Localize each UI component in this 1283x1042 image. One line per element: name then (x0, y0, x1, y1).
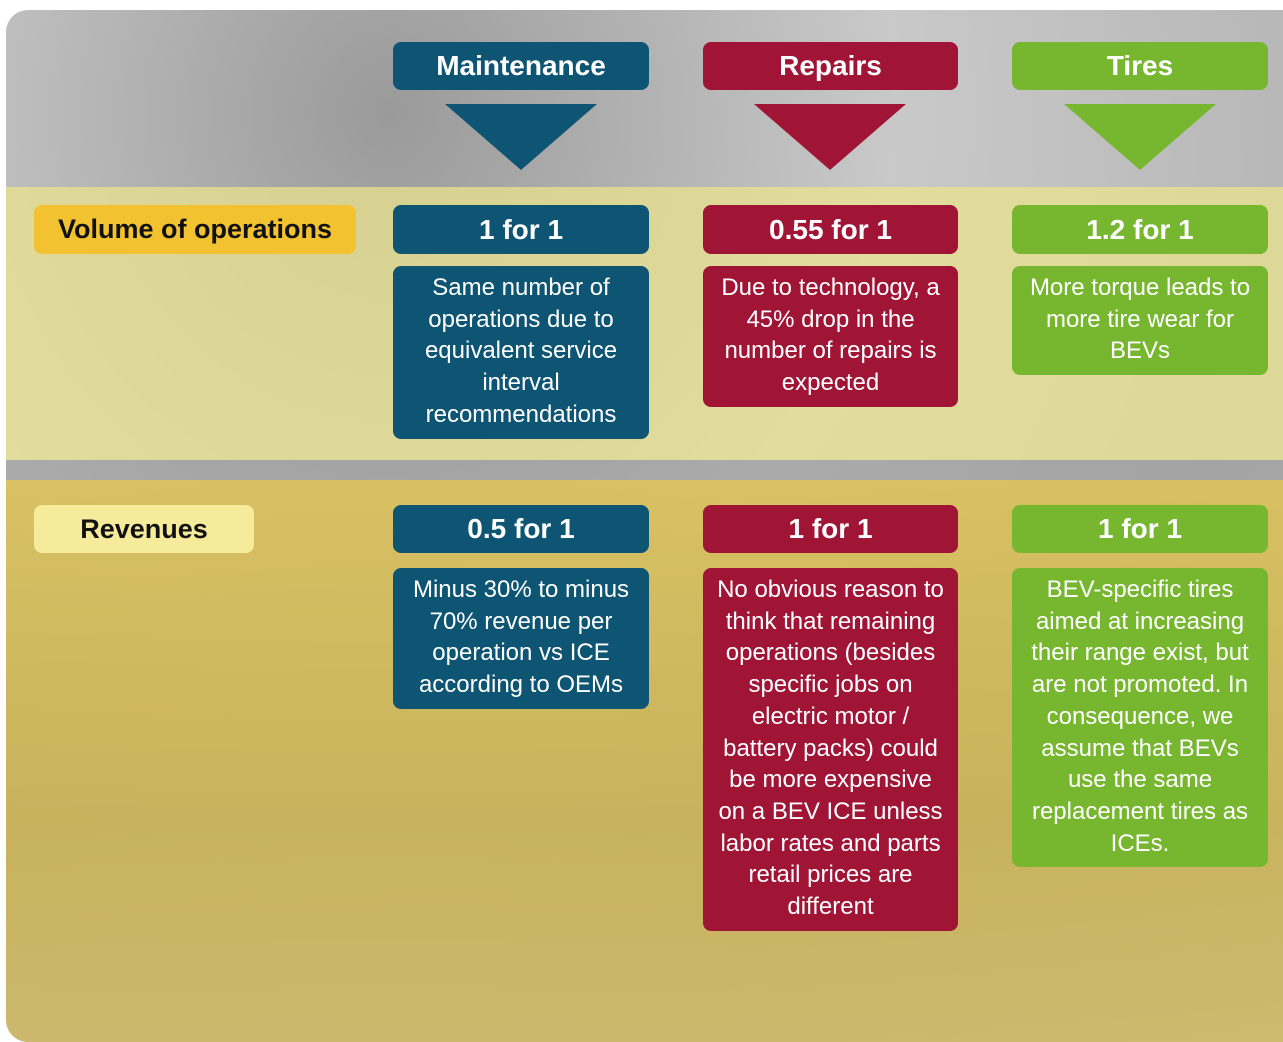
cell-text: Due to technology, a 45% drop in the num… (703, 266, 958, 407)
cell-headline: 0.5 for 1 (393, 505, 649, 553)
row-label: Volume of operations (34, 205, 356, 254)
cell-text: Minus 30% to minus 70% revenue per opera… (393, 568, 649, 709)
cell-text: BEV-specific tires aimed at increasing t… (1012, 568, 1268, 868)
row-label: Revenues (34, 505, 254, 553)
cell-headline: 1 for 1 (703, 505, 958, 553)
cell-text: More torque leads to more tire wear for … (1012, 266, 1268, 376)
arrow (1064, 104, 1216, 170)
arrow (445, 104, 597, 170)
cell-text: Same number of operations due to equival… (393, 266, 649, 439)
cell-headline: 0.55 for 1 (703, 205, 958, 254)
cell-headline: 1 for 1 (1012, 505, 1268, 553)
cell-headline: 1 for 1 (393, 205, 649, 254)
row-gap (6, 460, 1283, 480)
arrow (754, 104, 906, 170)
column-header: Repairs (703, 42, 958, 90)
cell-text: No obvious reason to think that remainin… (703, 568, 958, 931)
column-header: Maintenance (393, 42, 649, 90)
column-header: Tires (1012, 42, 1268, 90)
cell-headline: 1.2 for 1 (1012, 205, 1268, 254)
